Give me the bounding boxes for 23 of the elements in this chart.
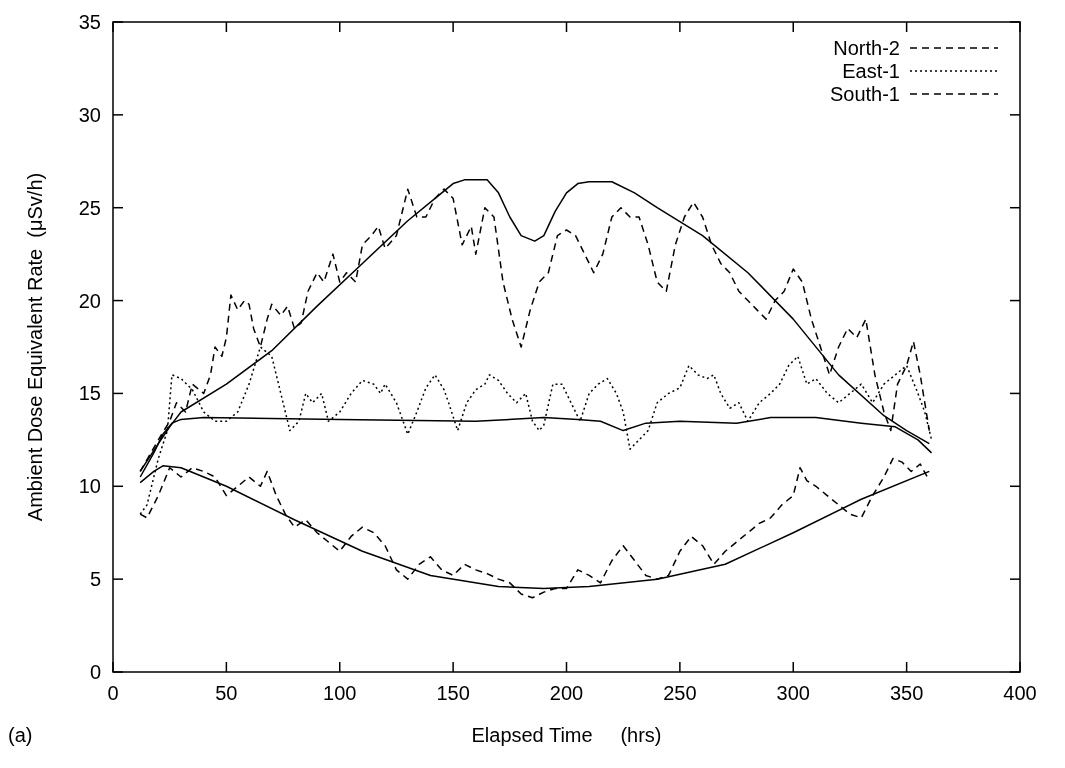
x-tick-label: 50 bbox=[215, 682, 238, 704]
y-tick-label: 10 bbox=[78, 475, 101, 498]
y-tick-label: 0 bbox=[89, 661, 101, 683]
x-tick-label: 200 bbox=[549, 682, 584, 704]
legend-label: South-1 bbox=[829, 83, 900, 105]
x-tick-label: 350 bbox=[889, 682, 924, 704]
x-tick-label: 300 bbox=[776, 682, 810, 704]
x-tick-label: 150 bbox=[436, 682, 470, 704]
x-tick-label: 0 bbox=[107, 682, 119, 704]
y-tick-label: 15 bbox=[78, 382, 101, 405]
x-tick-label: 100 bbox=[323, 682, 357, 704]
y-tick-label: 25 bbox=[78, 196, 101, 219]
y-tick-label: 5 bbox=[89, 568, 101, 591]
x-tick-label: 250 bbox=[663, 682, 697, 704]
legend-label: East-1 bbox=[842, 60, 900, 82]
y-tick-label: 35 bbox=[78, 11, 101, 33]
y-tick-label: 20 bbox=[78, 289, 101, 312]
y-tick-label: 30 bbox=[78, 103, 101, 126]
y-axis-title: Ambient Dose Equivalent Rate (μSv/h) bbox=[24, 172, 46, 522]
legend-label: North-2 bbox=[833, 37, 900, 59]
text: (a) bbox=[8, 724, 33, 746]
x-axis-title: Elapsed Time (hrs) bbox=[471, 724, 662, 746]
x-tick-label: 400 bbox=[1003, 682, 1037, 704]
